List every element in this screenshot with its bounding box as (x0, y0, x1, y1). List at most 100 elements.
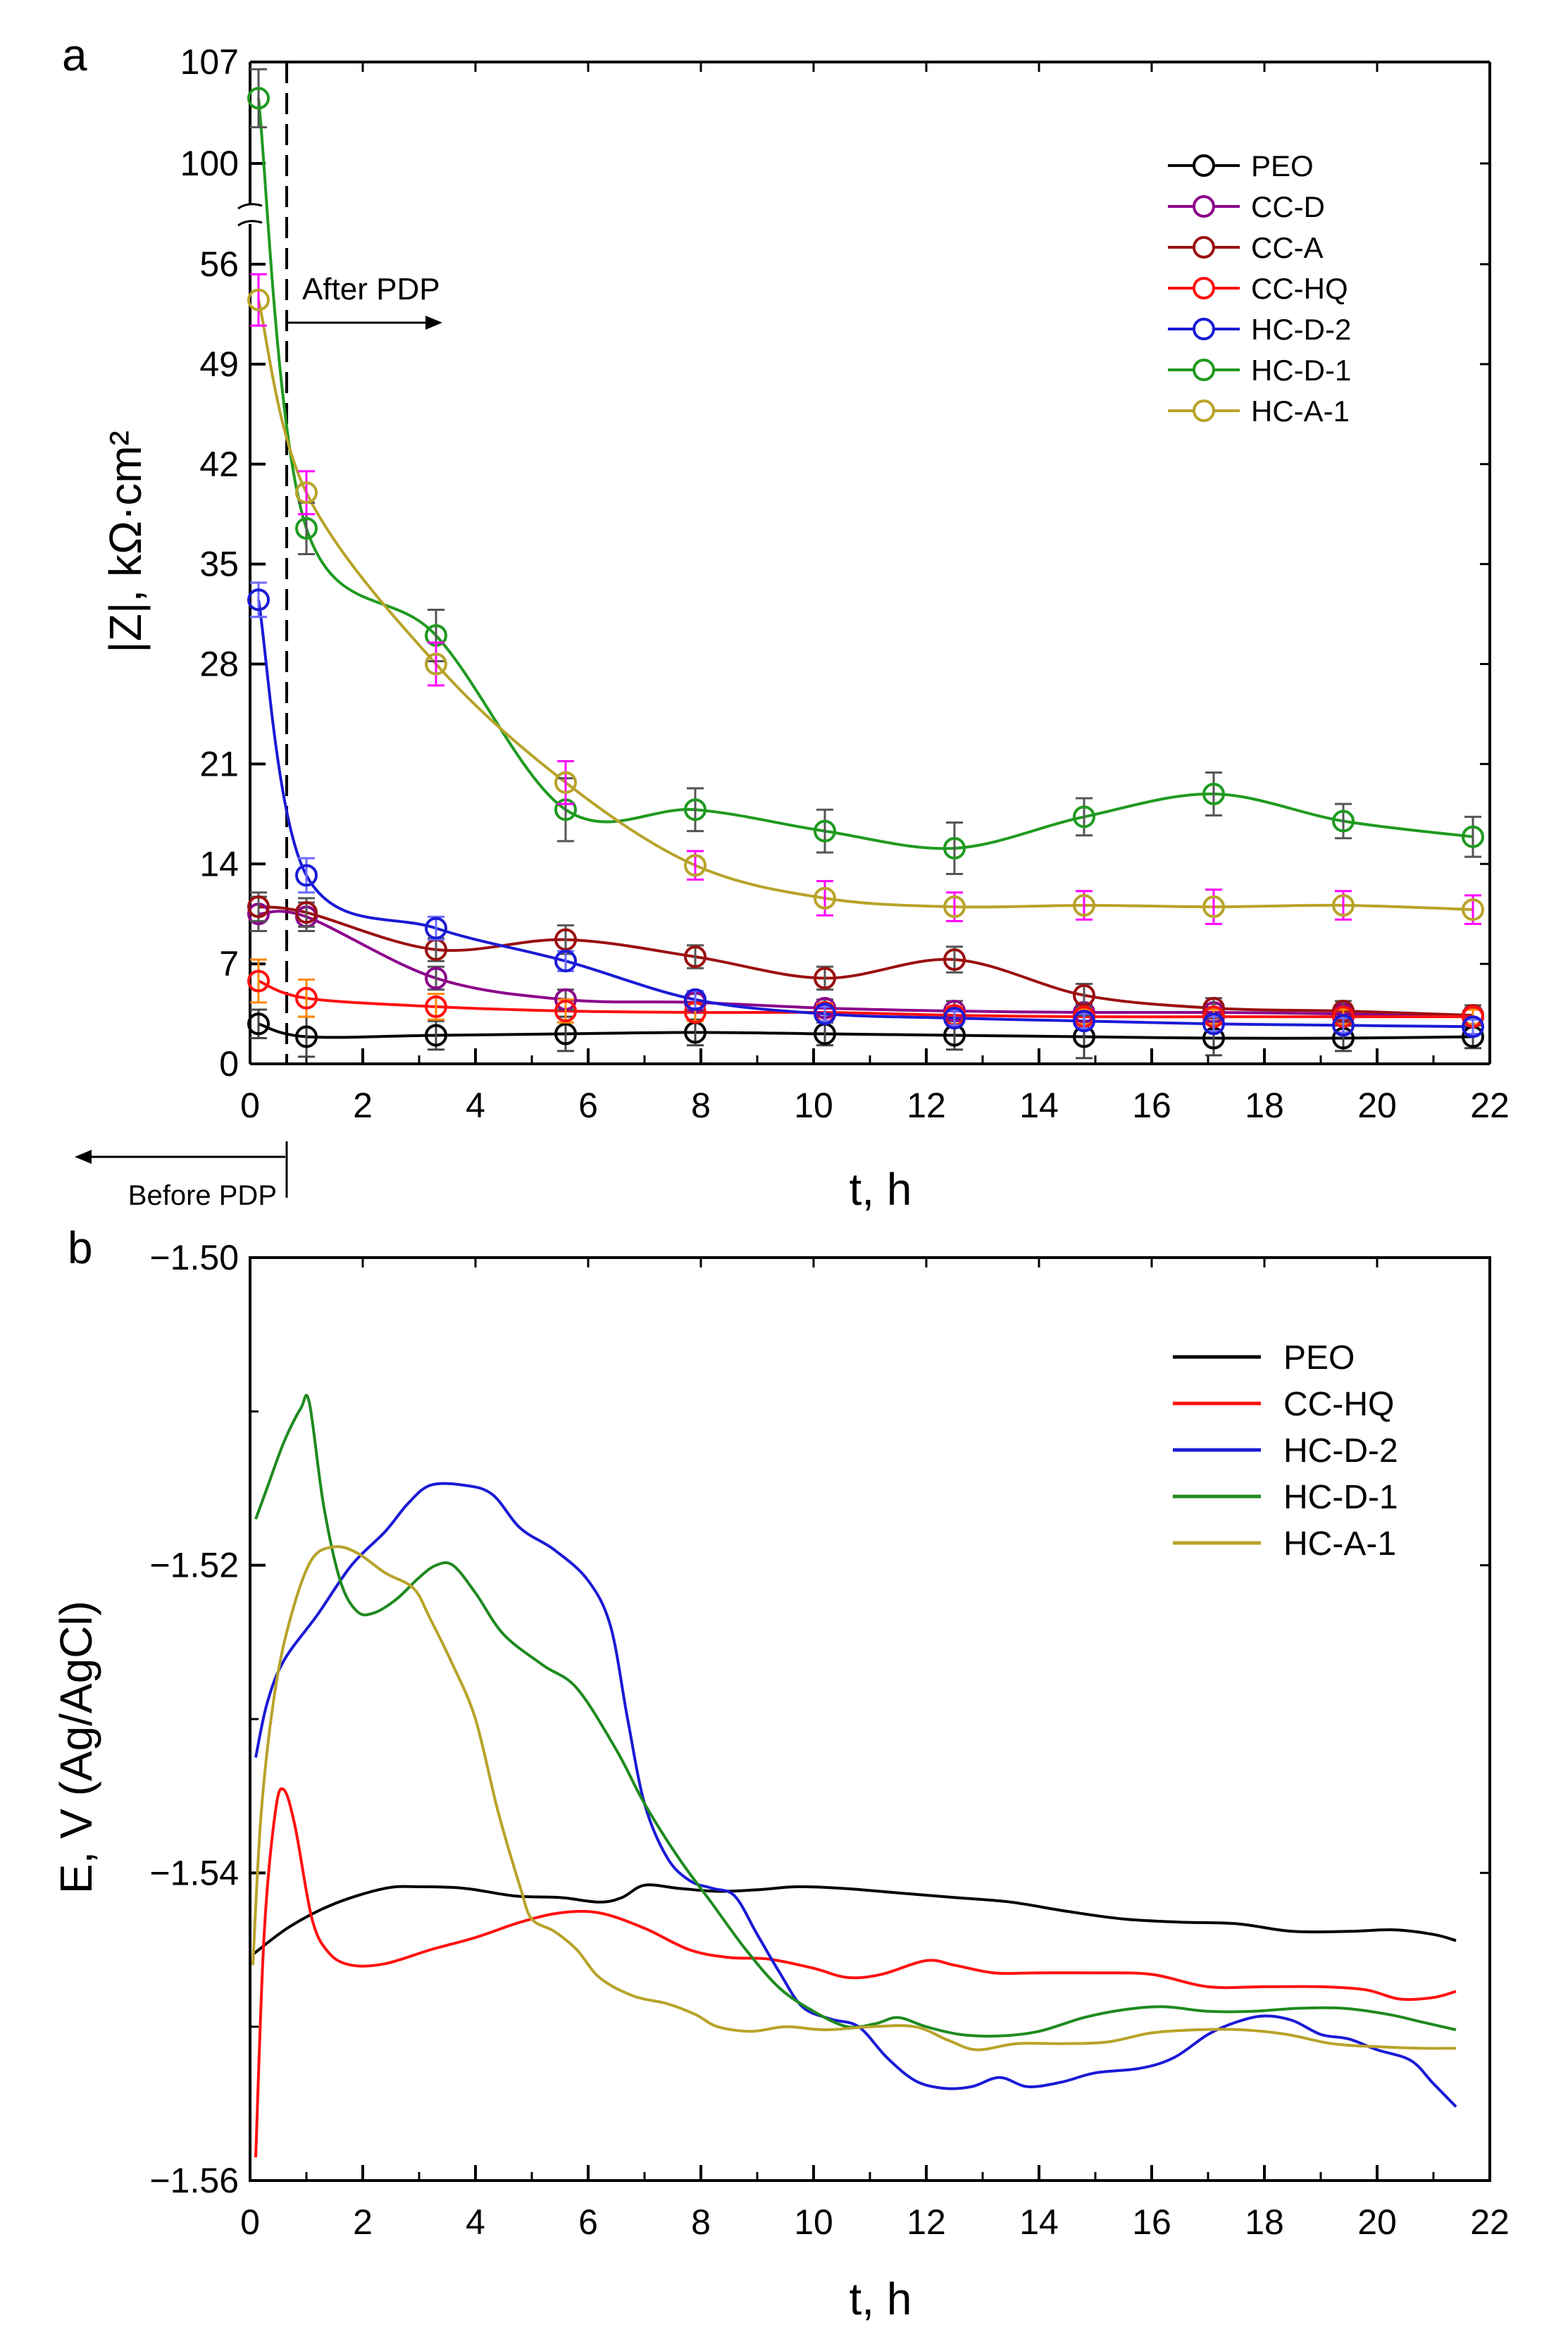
legend-item-peo: PEO (1173, 1339, 1355, 1377)
chart-a-y-tick-label: 56 (199, 244, 239, 284)
chart-a-ylabel: |Z|, kΩ·cm² (100, 430, 151, 653)
data-point-cc-a (1073, 983, 1095, 1008)
data-point-cc-a (295, 897, 318, 928)
series-line-cc-a (258, 905, 1474, 1017)
data-point-hc-d-2 (1332, 1014, 1355, 1037)
point-marker (554, 1022, 577, 1046)
data-point-hc-d-2 (295, 857, 318, 894)
point-marker (554, 950, 577, 973)
series-line-cc-hq (258, 979, 1473, 1019)
chart-b-x-tick-label: 2 (353, 2202, 373, 2242)
data-point-cc-a (943, 945, 966, 974)
legend-item-hc-d-1: HC-D-1 (1168, 354, 1351, 387)
data-point-cc-hq (295, 978, 318, 1018)
data-point-hc-a-1 (814, 880, 836, 917)
data-point-hc-d-1 (1202, 771, 1225, 817)
legend-marker (1193, 154, 1215, 177)
point-marker (684, 945, 707, 968)
point-marker (943, 895, 966, 919)
legend-item-cc-hq: CC-HQ (1168, 272, 1348, 305)
data-point-hc-d-1 (814, 808, 836, 854)
chart-a-annotations: After PDP Before PDP (128, 272, 440, 1211)
point-marker (1332, 1014, 1355, 1037)
legend-label: CC-D (1251, 190, 1325, 223)
data-point-hc-a-1 (1462, 894, 1484, 925)
legend-item-hc-a-1: HC-A-1 (1168, 395, 1350, 428)
series-line-hc-d-2 (257, 599, 1474, 1029)
point-marker (1202, 895, 1225, 919)
series-line-hc-d-1 (254, 1394, 1457, 2038)
data-point-hc-a-1 (1332, 890, 1355, 921)
legend-marker (1193, 195, 1215, 218)
data-point-hc-d-2 (554, 950, 577, 973)
chart-b-x-tick-label: 16 (1132, 2202, 1171, 2242)
point-marker (247, 588, 270, 612)
legend-label: CC-HQ (1251, 272, 1348, 305)
legend-item-hc-d-1: HC-D-1 (1173, 1479, 1398, 1516)
point-marker (425, 995, 447, 1018)
point-marker (554, 1000, 577, 1023)
data-point-cc-hq (425, 993, 447, 1021)
point-marker (425, 652, 447, 676)
point-marker (247, 288, 270, 311)
legend-label: HC-D-1 (1283, 1479, 1398, 1516)
legend-label: HC-A-1 (1283, 1525, 1396, 1563)
data-point-hc-d-2 (1073, 1010, 1095, 1033)
chart-b-y-tick-label: −1.50 (149, 1238, 239, 1277)
point-marker (1462, 898, 1484, 922)
legend-label: HC-D-2 (1251, 313, 1351, 346)
legend-item-hc-a-1: HC-A-1 (1173, 1525, 1396, 1563)
point-marker (554, 928, 577, 951)
legend-item-cc-d: CC-D (1168, 190, 1325, 223)
chart-a-y-tick-label: 42 (199, 445, 239, 484)
point-marker (1462, 825, 1484, 848)
chart-b-y-tick-label: −1.52 (149, 1546, 239, 1585)
chart-a-y-tick-label: 107 (180, 42, 239, 82)
arrow-right-icon (425, 316, 442, 330)
point-marker (1202, 782, 1225, 805)
chart-a-points (247, 68, 1484, 1060)
axis-break-icon (237, 203, 263, 227)
chart-a-x-tick-label: 12 (907, 1086, 946, 1125)
chart-b-x-tick-label: 20 (1357, 2202, 1397, 2242)
chart-a-y-tick-label: 14 (199, 844, 239, 883)
chart-b-x-tick-label: 0 (240, 2202, 260, 2242)
chart-b-x-tick-label: 22 (1470, 2202, 1510, 2242)
point-marker (1073, 894, 1095, 917)
chart-b: 0 2 4 6 8 10 12 14 16 18 20 22−1.50−1.52−1.54−1.56 … (51, 1238, 1510, 2324)
legend-label: CC-HQ (1283, 1386, 1394, 1423)
arrow-left-icon (75, 1150, 92, 1164)
data-point-hc-d-2 (814, 1003, 836, 1026)
data-point-cc-hq (247, 958, 270, 1004)
point-marker (1073, 1010, 1095, 1033)
chart-b-y-tick-label: −1.56 (149, 2161, 239, 2200)
chart-a-x-tick-label: 22 (1470, 1086, 1510, 1125)
chart-a-x-tick-label: 14 (1019, 1086, 1059, 1125)
point-marker (684, 854, 707, 877)
before-pdp-label: Before PDP (128, 1180, 277, 1211)
data-point-hc-d-1 (1073, 797, 1095, 837)
point-marker (295, 1025, 318, 1048)
chart-a-axes: 0 2 4 6 8 10 12 14 16 18 20 22 0 7 14 21 28 35 42 49 56 100 10… (75, 42, 1510, 1198)
point-marker (247, 1012, 270, 1036)
chart-b-legend: PEO CC-HQ HC-D-2 HC-D-1 HC-A-1 (1173, 1339, 1398, 1563)
point-marker (684, 798, 707, 821)
chart-a-y-tick-label: 49 (199, 345, 239, 384)
data-point-hc-d-2 (684, 988, 707, 1011)
point-marker (295, 901, 318, 924)
panel-a-letter: a (62, 30, 87, 80)
data-point-hc-d-2 (1462, 1015, 1484, 1038)
point-marker (295, 864, 318, 887)
point-marker (814, 1003, 836, 1026)
data-point-hc-a-1 (684, 850, 707, 881)
point-marker (295, 986, 318, 1010)
chart-a-y-tick-label: 100 (180, 144, 239, 183)
chart-b-ylabel: E, V (Ag/AgCl) (51, 1601, 101, 1894)
point-marker (1202, 1012, 1225, 1036)
point-marker (247, 895, 270, 919)
data-point-hc-a-1 (295, 470, 318, 516)
chart-a-x-tick-label: 16 (1132, 1086, 1171, 1125)
legend-label: PEO (1251, 149, 1314, 182)
legend-marker (1193, 236, 1215, 259)
legend-item-hc-d-2: HC-D-2 (1168, 313, 1351, 346)
